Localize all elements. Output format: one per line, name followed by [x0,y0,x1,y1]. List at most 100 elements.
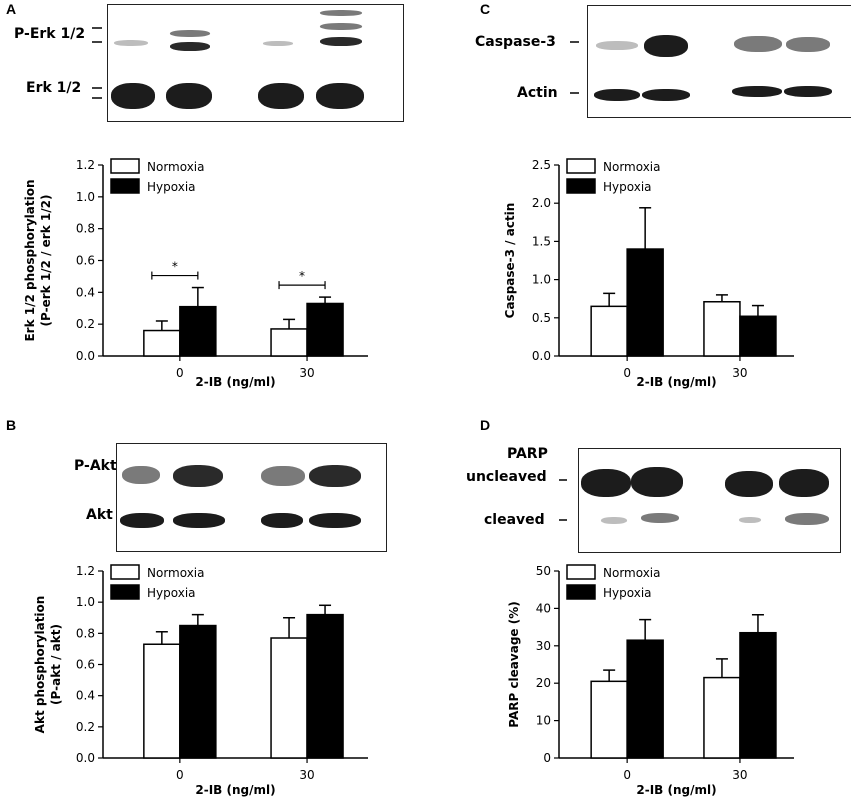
bar-normoxia [143,643,181,759]
panel-letter: D [480,417,491,433]
x-tick-label: 30 [732,366,747,380]
blot-label-akt: Akt [86,507,113,523]
y-tick-label: 1.0 [76,190,95,204]
blot-label-parp: PARP [507,446,548,462]
bar-hypoxia [739,315,777,357]
y-tick-label: 0.0 [76,349,95,363]
bar-chart-caspase: 0.0 0.5 1.0 1.5 2.0 2.5 Caspase-3 / actin 0 30 2-… [503,158,794,389]
bar-chart-parp: 0 10 20 30 40 50 PARP cleavage (%) 0 30 2-IB (ng/… [507,564,794,797]
legend-swatch-hypoxia [566,584,596,600]
bar-normoxia [270,328,308,357]
legend-label: Normoxia [147,566,205,580]
y-tick-label: 0.8 [76,222,95,236]
bar-normoxia [703,301,741,357]
legend-label: Hypoxia [603,586,652,600]
blot-tick-marks [570,41,579,94]
blot-label-cleaved: cleaved [484,512,545,528]
blot-tick-marks [92,27,102,99]
legend-swatch-normoxia [110,158,140,174]
legend-swatch-hypoxia [110,178,140,194]
y-tick-label: 1.0 [532,273,551,287]
blot-label-caspase: Caspase-3 [475,34,556,50]
bar-hypoxia [739,631,777,759]
y-tick-label: 0.6 [76,254,95,268]
bar-hypoxia [179,624,217,759]
western-blot-image [107,4,404,122]
x-tick-label: 30 [299,768,314,782]
bar-normoxia [270,637,308,759]
panel-letter: B [6,417,17,433]
legend-label: Hypoxia [147,180,196,194]
blot-label-p-erk: P-Erk 1/2 [14,26,86,42]
panel-d: D PARP uncleaved cleaved 0 10 20 30 40 50 PARP… [426,404,851,807]
legend-label: Hypoxia [603,180,652,194]
legend-swatch-normoxia [566,158,596,174]
y-axis-label: PARP cleavage (%) [507,601,521,727]
bar-normoxia [143,329,181,357]
x-tick-label: 0 [623,366,631,380]
y-tick-label: 10 [536,714,551,728]
y-tick-label: 50 [536,564,551,578]
panel-a: A P-Erk 1/2 Erk 1/2 0.0 0.2 0.4 0.6 0.8 1.0 1.… [0,0,425,403]
western-blot-image [587,5,851,118]
x-tick-label: 0 [623,768,631,782]
y-axis-label: Akt phosphorylation [33,596,47,734]
y-tick-label: 1.2 [76,564,95,578]
bar-chart-erk: 0.0 0.2 0.4 0.6 0.8 1.0 1.2 Erk 1/2 phosphoryla… [23,158,368,389]
x-axis-label: 2-IB (ng/ml) [636,783,716,797]
x-tick-label: 30 [299,366,314,380]
panel-c: C Caspase-3 Actin 0.0 0.5 1.0 1.5 2.0 2.5 Casp… [426,0,851,403]
y-tick-label: 30 [536,639,551,653]
y-axis-label: (P-erk 1/2 / erk 1/2) [39,195,53,327]
x-tick-label: 30 [732,768,747,782]
bar-hypoxia [179,305,217,357]
western-blot-image [116,443,387,552]
y-tick-label: 0.4 [76,689,95,703]
y-tick-label: 0.0 [76,751,95,765]
y-axis-label: (P-akt / akt) [49,624,63,705]
bar-normoxia [590,680,628,759]
y-tick-label: 0 [543,751,551,765]
y-axis-label: Erk 1/2 phosphorylation [23,179,37,341]
bar-normoxia [590,305,628,357]
y-tick-label: 1.0 [76,595,95,609]
y-tick-label: 0.0 [532,349,551,363]
x-axis-label: 2-IB (ng/ml) [195,375,275,389]
y-tick-label: 2.5 [532,158,551,172]
legend-label: Normoxia [147,160,205,174]
y-tick-label: 2.0 [532,196,551,210]
significance-label: * [172,260,178,274]
blot-label-actin: Actin [517,85,558,101]
y-tick-label: 0.5 [532,311,551,325]
blot-label-uncleaved: uncleaved [466,469,547,485]
panel-letter: C [480,1,491,17]
x-tick-label: 0 [176,768,184,782]
panel-b: B P-Akt Akt 0.0 0.2 0.4 0.6 0.8 1.0 1.2 Akt pho… [0,404,425,807]
legend-label: Normoxia [603,160,661,174]
legend-swatch-hypoxia [110,584,140,600]
y-tick-label: 0.4 [76,285,95,299]
panel-letter: A [6,1,17,17]
legend-swatch-normoxia [110,564,140,580]
blot-label-p-akt: P-Akt [74,458,117,474]
bar-hypoxia [306,302,344,357]
legend-swatch-normoxia [566,564,596,580]
y-tick-label: 0.2 [76,317,95,331]
bar-hypoxia [626,248,664,357]
bar-normoxia [703,676,741,759]
y-tick-label: 1.5 [532,234,551,248]
legend-label: Normoxia [603,566,661,580]
significance-label: * [299,269,305,283]
bar-chart-akt: 0.0 0.2 0.4 0.6 0.8 1.0 1.2 Akt phosphorylation… [33,564,368,797]
y-tick-label: 40 [536,601,551,615]
x-axis-label: 2-IB (ng/ml) [636,375,716,389]
legend-swatch-hypoxia [566,178,596,194]
blot-tick-marks [559,479,567,521]
bar-hypoxia [626,639,664,759]
blot-label-erk: Erk 1/2 [26,80,82,96]
x-tick-label: 0 [176,366,184,380]
y-tick-label: 20 [536,676,551,690]
y-tick-label: 0.6 [76,658,95,672]
x-axis-label: 2-IB (ng/ml) [195,783,275,797]
legend-label: Hypoxia [147,586,196,600]
